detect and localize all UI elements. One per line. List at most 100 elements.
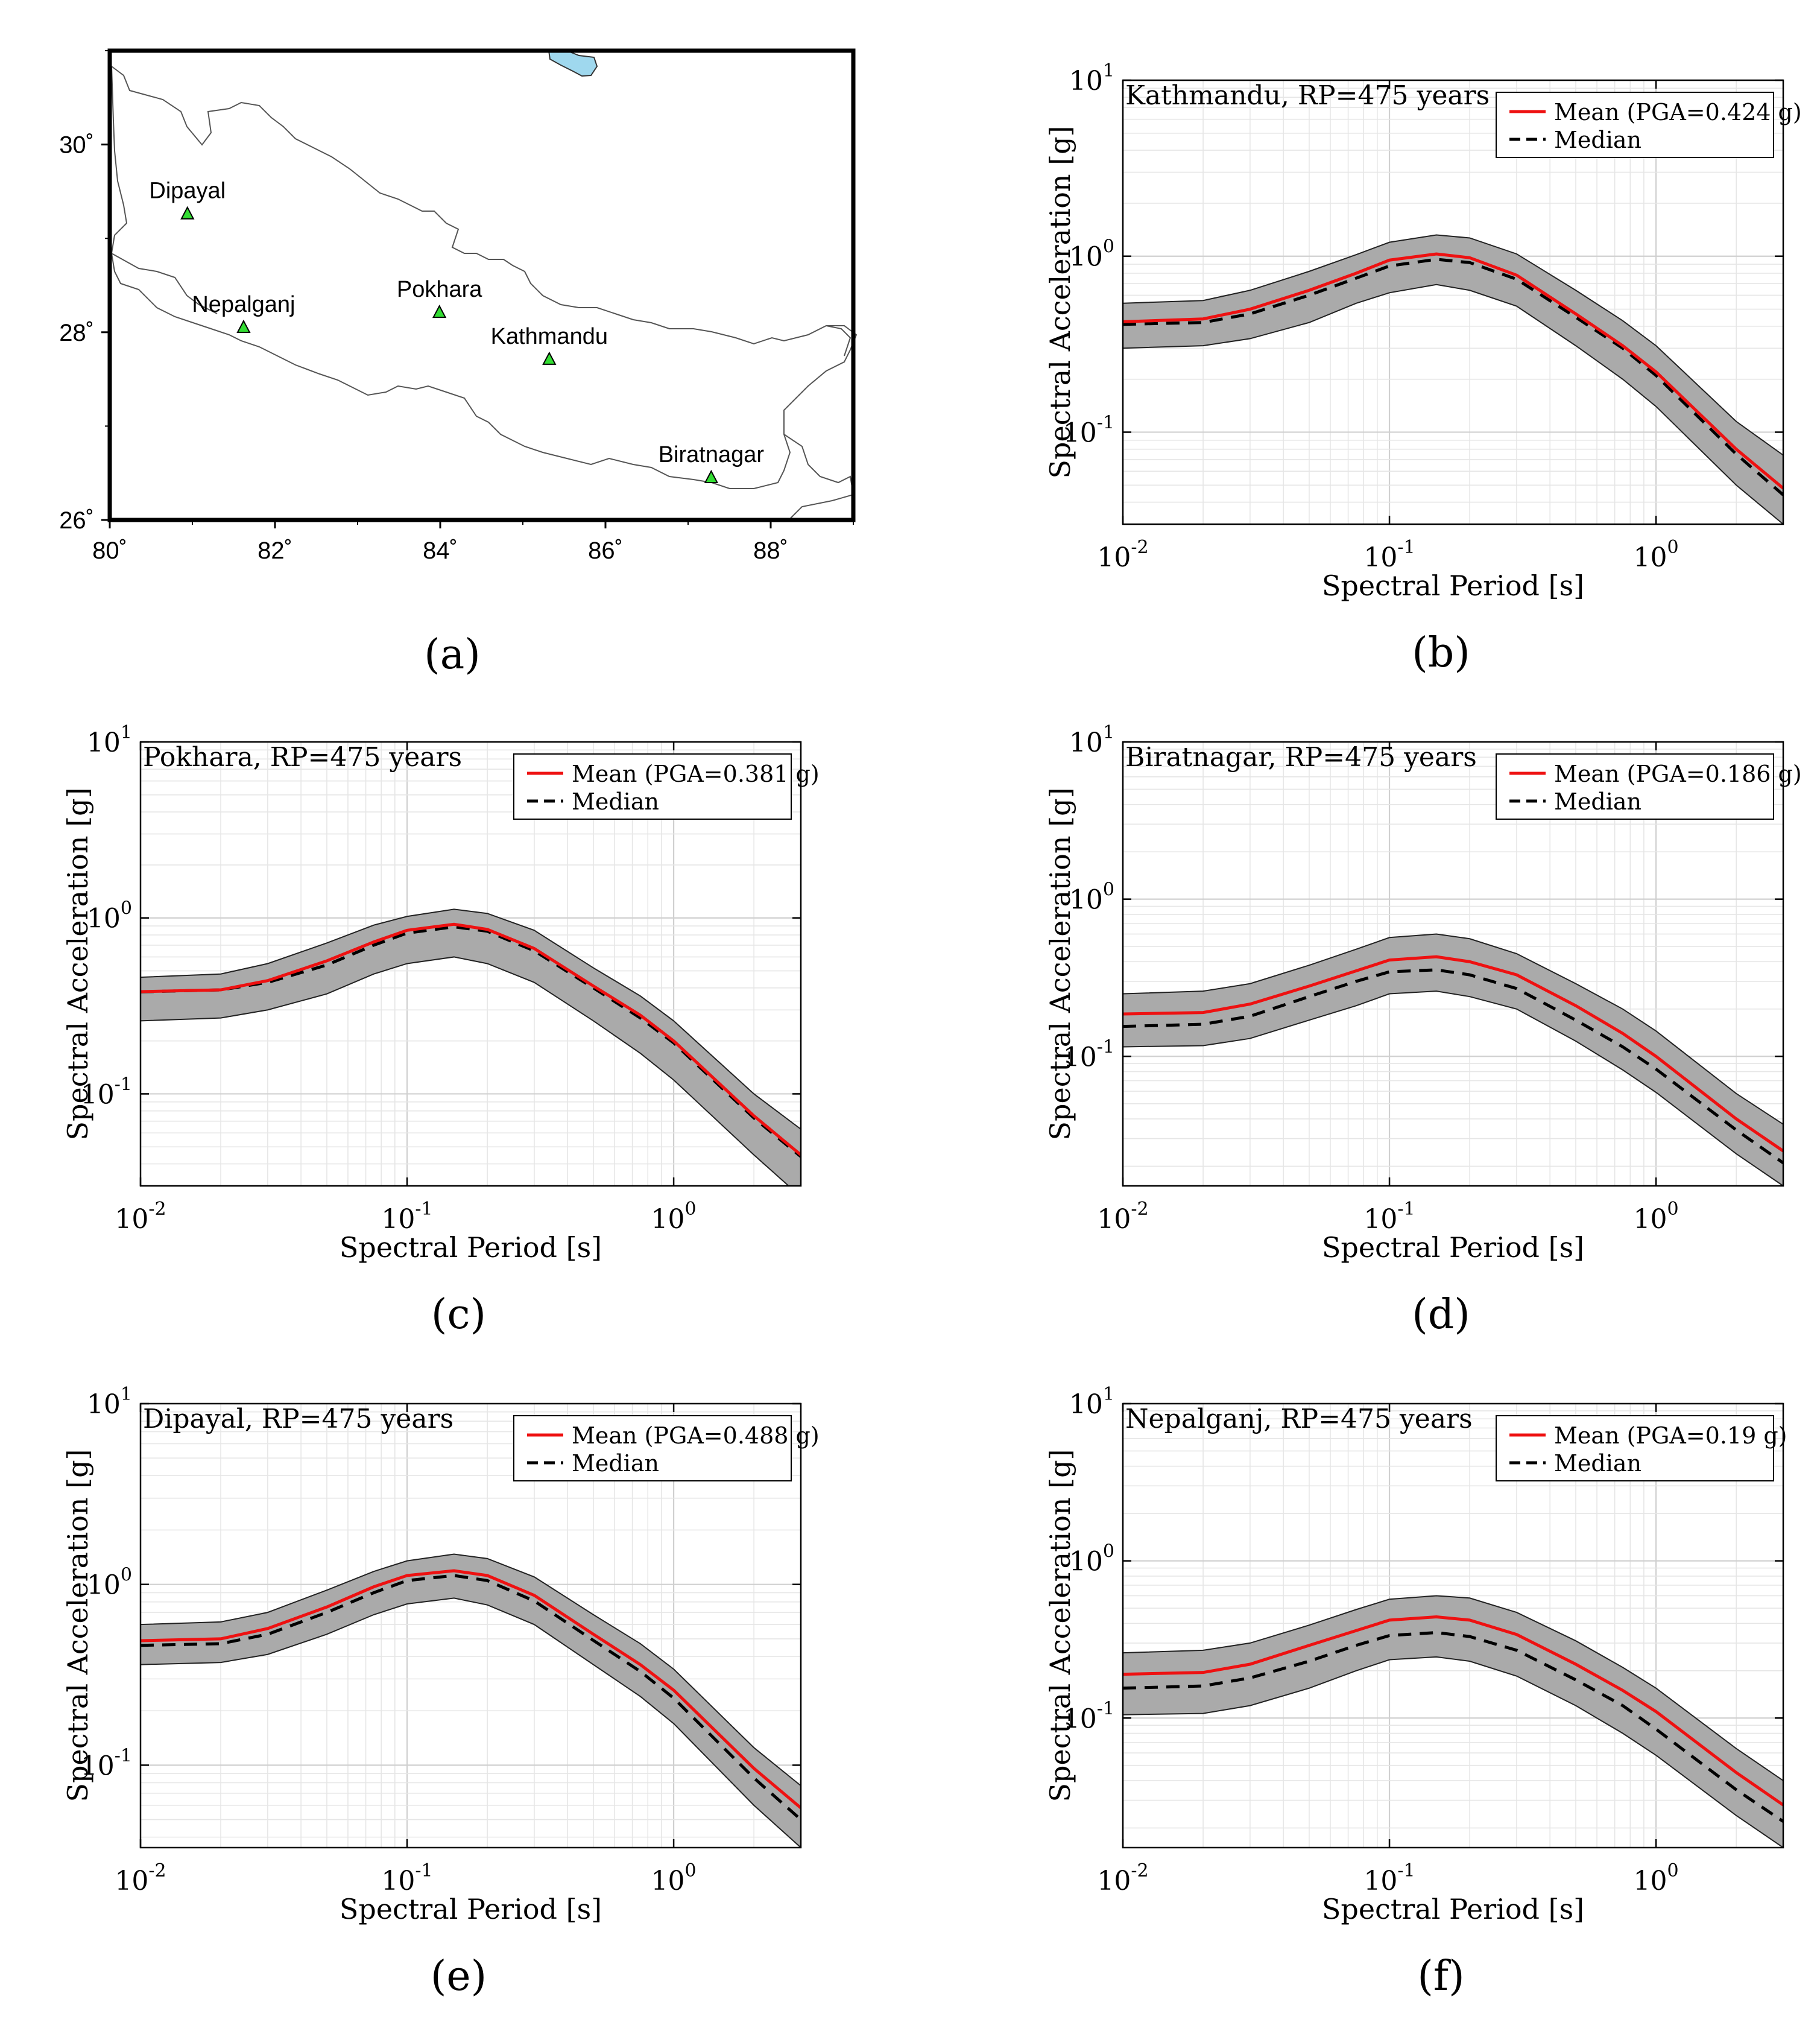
legend-mean-label: Mean (PGA=0.186 g) [1554,761,1802,787]
x-axis-label: Spectral Period [s] [340,1231,602,1264]
median-series-line [1123,1630,1783,1823]
tick-exponent: 0 [1667,1199,1679,1220]
x-tick-label: 100 [651,1199,697,1235]
panel-label: (f) [1417,1953,1464,2000]
plot-area [1123,234,1783,524]
tick-exponent: 0 [685,1199,697,1220]
tick-base: 10 [651,1204,685,1235]
tick-base: 10 [1634,1204,1667,1235]
y-tick-label: 101 [87,722,132,758]
x-tick-label: 100 [1634,537,1679,573]
x-tick-label: 10-2 [115,1860,166,1896]
tick-base: 10 [1063,1703,1097,1734]
median-series-line [141,925,801,1158]
y-axis-label: Spectral Acceleration [g] [62,788,94,1141]
tick-exponent: 0 [1103,879,1114,901]
tick-base: 10 [81,1750,115,1781]
india-border-east [783,434,855,519]
tick-exponent: 0 [1103,236,1114,258]
tick-base: 10 [115,1866,148,1896]
panel-title: Kathmandu, RP=475 years [1125,80,1490,111]
tick-exponent: -1 [1397,537,1415,558]
y-axis-label: Spectral Acceleration [g] [1044,126,1076,479]
mean-series-line [1123,1615,1783,1807]
legend: Mean (PGA=0.381 g)Median [513,753,820,820]
legend-box [1496,753,1774,820]
legend-median-label: Median [1554,127,1641,153]
x-tick-label: 10-1 [1363,1199,1415,1235]
tick-base: 10 [381,1866,415,1896]
tick-exponent: 1 [121,722,132,743]
band-upper-edge [141,908,801,1130]
x-tick-label: 10-2 [115,1199,166,1235]
tick-base: 10 [1363,542,1397,573]
legend: Mean (PGA=0.424 g)Median [1496,92,1802,158]
y-tick-label: 101 [1069,722,1114,758]
tick-base: 10 [1069,885,1103,916]
legend-median-label: Median [1554,788,1641,815]
tick-exponent: -1 [1097,1036,1114,1057]
map-x-tick-label: 82˚ [258,537,292,564]
band-lower-edge [141,956,790,1186]
map-axes: 80˚ 82˚ 84˚ 86˚ 88˚ 26˚ 28˚ 30˚ [59,48,856,564]
legend-mean-label: Mean (PGA=0.381 g) [572,761,820,787]
band-upper-edge [1123,1595,1783,1781]
map-x-tick-label: 80˚ [92,537,127,564]
map-x-tick-label: 84˚ [423,537,458,564]
uncertainty-band [1123,235,1783,524]
tick-exponent: 1 [1103,722,1114,743]
tick-exponent: 1 [121,1384,132,1405]
tick-exponent: -1 [1397,1199,1415,1220]
tick-base: 10 [381,1204,415,1235]
band-lower-edge [141,1597,801,1848]
panel-label-a: (a) [424,631,481,679]
legend-median-label: Median [572,1450,659,1477]
city-pokhara: Pokhara [397,277,482,318]
city-kathmandu: Kathmandu [491,324,608,365]
band-upper-edge [141,1553,801,1787]
x-tick-label: 10-1 [1363,1860,1415,1896]
tick-exponent: -2 [1131,1199,1148,1220]
tick-base: 10 [1634,1866,1667,1896]
x-axis-label: Spectral Period [s] [1322,569,1584,602]
map-panel: 80˚ 82˚ 84˚ 86˚ 88˚ 26˚ 28˚ 30˚ Dipayal Nepalgan… [59,48,858,679]
y-tick-label: 100 [1069,1541,1114,1577]
panel-title: Pokhara, RP=475 years [143,742,462,773]
y-tick-label: 100 [87,898,132,934]
axes-frame [1122,79,1784,525]
city-label: Kathmandu [491,324,608,349]
india-border-west [111,253,218,314]
panel-label: (c) [431,1291,486,1338]
nepal-border [110,65,858,489]
y-axis-label: Spectral Acceleration [g] [1044,788,1076,1141]
x-axis-label: Spectral Period [s] [340,1893,602,1925]
tick-exponent: -1 [1097,412,1114,433]
legend-box [513,753,792,820]
tick-exponent: 0 [1667,1860,1679,1881]
tick-base: 10 [651,1866,685,1896]
band-lower-edge [1123,284,1783,524]
legend-mean-label: Mean (PGA=0.19 g) [1554,1422,1787,1449]
bhutan-border [826,325,852,356]
x-tick-label: 10-1 [381,1860,432,1896]
mean-series-line [1123,955,1783,1153]
x-tick-label: 100 [1634,1199,1679,1235]
x-tick-label: 10-2 [1097,537,1148,573]
legend-median-label: Median [1554,1450,1641,1477]
legend-median-label: Median [572,788,659,815]
band-lower-edge [1123,990,1783,1186]
panel-title: Biratnagar, RP=475 years [1125,742,1477,773]
panel-label: (e) [431,1953,487,2000]
map-frame [107,48,856,522]
x-tick-label: 10-2 [1097,1199,1148,1235]
y-tick-label: 10-1 [1063,1036,1114,1072]
y-axis-label: Spectral Acceleration [g] [1044,1449,1076,1802]
tick-exponent: 0 [1667,537,1679,558]
legend-box [1496,1415,1774,1481]
